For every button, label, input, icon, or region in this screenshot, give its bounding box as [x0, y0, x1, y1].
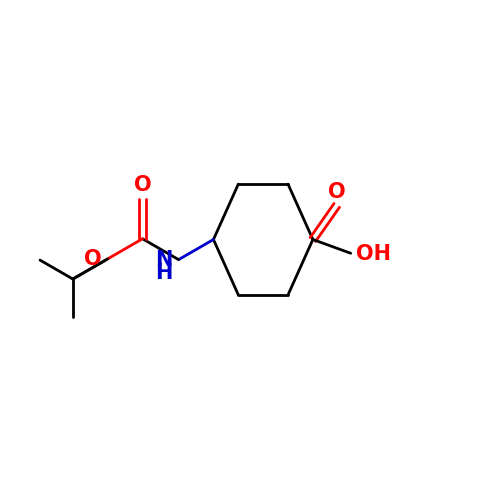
Text: H: H — [156, 263, 173, 283]
Text: N: N — [156, 250, 173, 270]
Text: OH: OH — [356, 244, 391, 264]
Text: O: O — [328, 182, 345, 202]
Text: O: O — [134, 175, 151, 195]
Text: O: O — [84, 249, 102, 269]
